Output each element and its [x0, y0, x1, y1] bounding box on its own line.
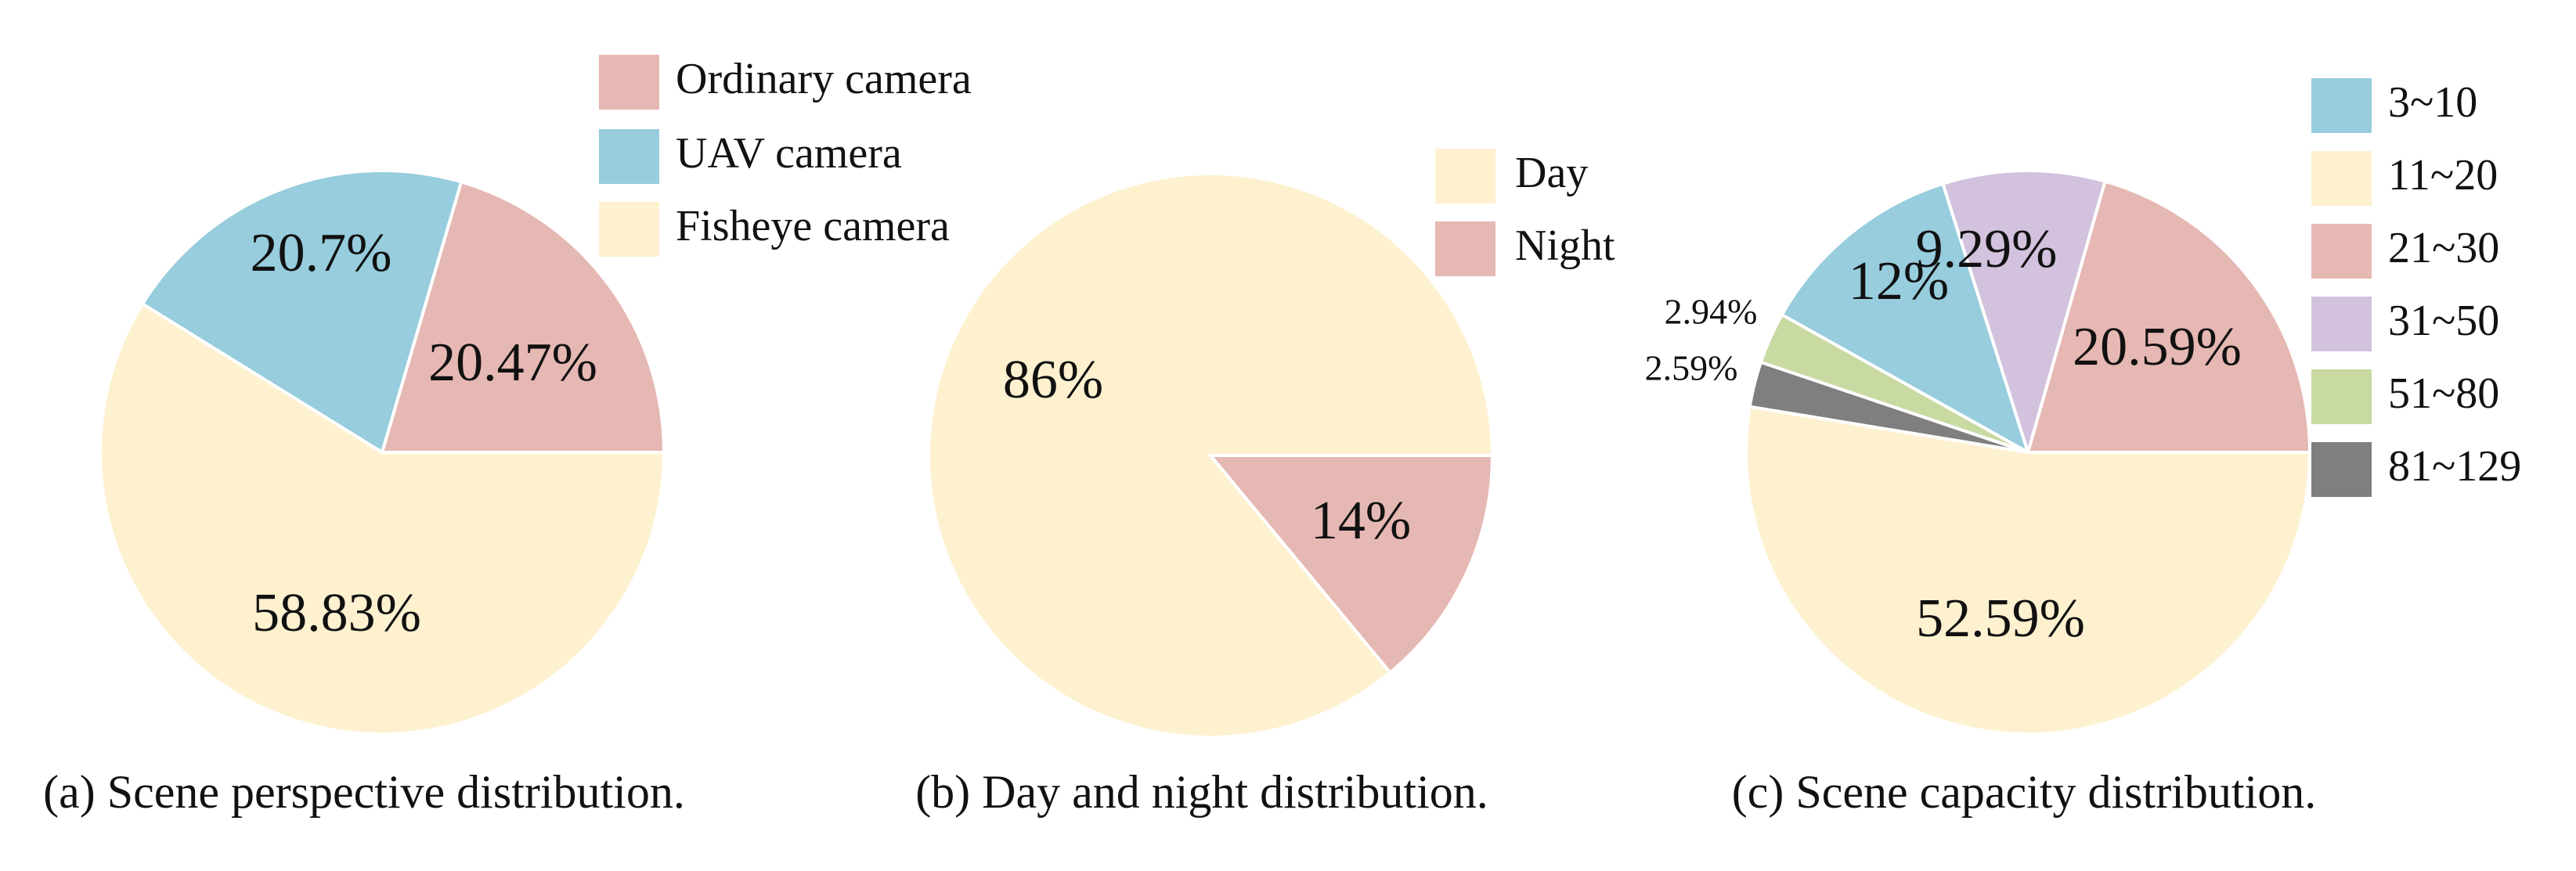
pie-a-slices — [99, 169, 666, 736]
pie-a-slice-uav-camera — [141, 169, 464, 454]
legend-a-swatch-fisheye-camera — [599, 202, 659, 257]
panel-b: 86% 14% Day Night (b) Day and night dist… — [915, 149, 1615, 818]
legend-a-swatch-ordinary-camera — [599, 55, 659, 110]
pie-a-slice-ordinary-camera — [381, 180, 666, 454]
pie-b-label-day: 86% — [1003, 350, 1103, 410]
legend-b-label-day: Day — [1515, 149, 1588, 197]
pie-a-label-uav-camera: 20.7% — [251, 223, 392, 283]
legend-c-label-31-50: 31~50 — [2388, 297, 2499, 345]
panel-c: 20.59% 9.29% 12% 2.94% 2.59% 52.59% 3~10… — [1645, 78, 2522, 818]
legend-c-label-3-10: 3~10 — [2388, 78, 2477, 127]
caption-b: (b) Day and night distribution. — [915, 766, 1488, 818]
legend-c-label-81-129: 81~129 — [2388, 442, 2521, 491]
legend-c-label-11-20: 11~20 — [2388, 151, 2498, 200]
legend-b-label-night: Night — [1515, 221, 1615, 270]
pie-c-slice-11-20 — [1744, 405, 2311, 736]
legend-a: Ordinary camera UAV camera Fisheye camer… — [599, 55, 972, 257]
pie-c-label-11-20: 52.59% — [1916, 588, 2085, 649]
legend-c-label-51-80: 51~80 — [2388, 369, 2499, 418]
legend-b-swatch-day — [1435, 149, 1495, 203]
pie-c-slice-31-50 — [1941, 169, 2107, 454]
pie-b-slice-night — [1209, 454, 1494, 675]
pie-c-label-3-10: 12% — [1849, 251, 1949, 311]
pie-a-label-fisheye-camera: 58.83% — [252, 583, 421, 643]
legend-b: Day Night — [1435, 149, 1615, 276]
legend-a-swatch-uav-camera — [599, 129, 659, 184]
pie-b-label-night: 14% — [1311, 491, 1411, 551]
pie-c-label-51-80: 2.94% — [1665, 292, 1758, 332]
pie-a-label-ordinary-camera: 20.47% — [428, 333, 597, 393]
legend-c-swatch-3-10 — [2311, 78, 2372, 133]
legend-b-swatch-night — [1435, 221, 1495, 276]
legend-c: 3~10 11~20 21~30 31~50 51~80 81~129 — [2311, 78, 2521, 497]
legend-c-swatch-81-129 — [2311, 442, 2372, 497]
caption-c: (c) Scene capacity distribution. — [1732, 766, 2316, 818]
pie-b-labels: 86% 14% — [1003, 350, 1411, 551]
legend-c-label-21-30: 21~30 — [2388, 224, 2499, 272]
pie-a-slice-fisheye-camera — [99, 302, 666, 736]
legend-c-swatch-11-20 — [2311, 151, 2372, 206]
legend-c-swatch-51-80 — [2311, 369, 2372, 424]
pie-c-label-21-30: 20.59% — [2073, 317, 2242, 377]
pie-c-slice-21-30 — [2026, 179, 2311, 454]
legend-a-label-ordinary-camera: Ordinary camera — [676, 55, 972, 103]
panel-a: 20.47% 20.7% 58.83% Ordinary camera UAV … — [43, 55, 972, 818]
pie-c-labels: 20.59% 9.29% 12% 2.94% 2.59% 52.59% — [1645, 219, 2242, 649]
legend-c-swatch-21-30 — [2311, 224, 2372, 279]
pie-b-slices — [927, 171, 1494, 739]
legend-a-label-uav-camera: UAV camera — [676, 129, 902, 178]
pie-c-slice-3-10 — [1780, 182, 2029, 454]
legend-a-label-fisheye-camera: Fisheye camera — [676, 202, 950, 250]
pie-c-label-31-50: 9.29% — [1916, 219, 2058, 279]
legend-c-swatch-31-50 — [2311, 297, 2372, 351]
pie-a-labels: 20.47% 20.7% 58.83% — [251, 223, 597, 643]
pie-c-label-81-129: 2.59% — [1645, 348, 1738, 388]
pie-c-slices — [1744, 169, 2311, 736]
caption-a: (a) Scene perspective distribution. — [43, 766, 685, 818]
